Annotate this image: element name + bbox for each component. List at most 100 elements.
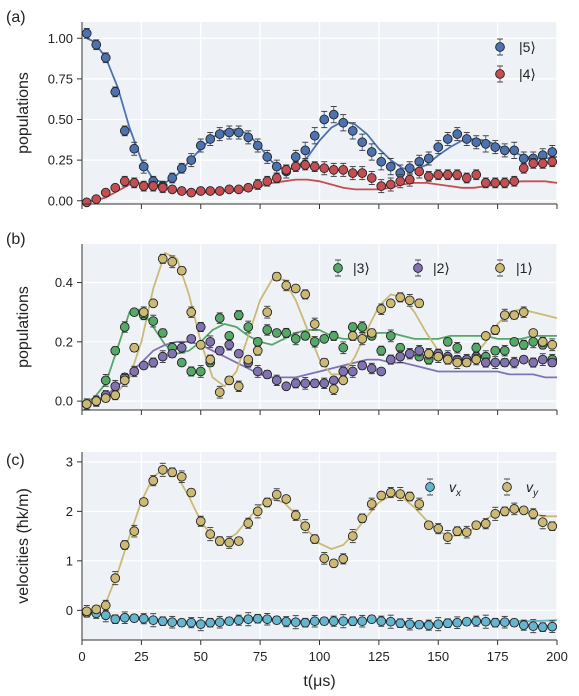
- data-point: [233, 184, 244, 195]
- data-point: [138, 360, 149, 371]
- data-point: [309, 130, 320, 141]
- data-point: [547, 147, 558, 157]
- data-point: [509, 310, 520, 320]
- data-point: [110, 381, 121, 392]
- data-point: [176, 163, 187, 174]
- data-point: [433, 523, 444, 534]
- data-point: [347, 531, 358, 541]
- data-point: [471, 520, 482, 531]
- data-point: [309, 319, 320, 329]
- data-point: [176, 357, 187, 368]
- data-point: [309, 161, 320, 172]
- data-point: [528, 158, 539, 169]
- data-point: [138, 307, 149, 318]
- data-point: [328, 616, 339, 627]
- data-point: [300, 331, 311, 341]
- data-point: [395, 618, 406, 629]
- series-1: [81, 462, 558, 618]
- fit-curve: [86, 308, 557, 402]
- data-point: [357, 334, 368, 344]
- data-point: [290, 161, 301, 172]
- data-point: [347, 168, 358, 178]
- data-point: [290, 334, 301, 344]
- data-point: [395, 489, 406, 499]
- data-point: [252, 336, 263, 347]
- data-point: [281, 165, 292, 175]
- data-point: [224, 616, 235, 627]
- data-point: [119, 322, 130, 332]
- data-point: [509, 336, 520, 347]
- data-point: [205, 134, 216, 144]
- data-point: [547, 357, 558, 368]
- data-point: [499, 506, 510, 517]
- data-point: [404, 163, 415, 174]
- data-point: [224, 331, 235, 341]
- data-point: [110, 390, 121, 401]
- data-point: [328, 384, 339, 395]
- panel-b: 0.0 0.2 0.4 |3⟩ |2⟩ |1⟩ (b) populations: [6, 231, 558, 415]
- data-point: [376, 345, 387, 356]
- data-point: [233, 127, 244, 138]
- data-point: [148, 615, 159, 626]
- y-axis-label: populations: [15, 286, 32, 368]
- data-point: [205, 186, 216, 196]
- data-point: [404, 174, 415, 185]
- data-point: [528, 508, 539, 519]
- data-point: [129, 366, 140, 377]
- data-point: [100, 52, 111, 63]
- legend-label: |2⟩: [433, 260, 450, 276]
- data-point: [404, 619, 415, 630]
- data-point: [176, 617, 187, 628]
- data-point: [186, 187, 197, 198]
- data-point: [499, 178, 510, 188]
- data-point: [328, 165, 339, 175]
- data-point: [91, 194, 102, 204]
- data-point: [214, 536, 225, 546]
- data-point: [357, 137, 368, 148]
- data-point: [271, 615, 282, 626]
- data-point: [138, 181, 149, 191]
- data-point: [528, 621, 539, 631]
- data-point: [357, 322, 368, 332]
- x-tick-label: 75: [253, 649, 267, 664]
- data-point: [262, 325, 273, 335]
- data-point: [442, 532, 453, 542]
- data-point: [300, 289, 311, 300]
- data-point: [167, 184, 178, 195]
- data-point: [461, 527, 472, 537]
- data-point: [176, 265, 187, 276]
- data-point: [176, 342, 187, 353]
- data-point: [214, 617, 225, 628]
- data-point: [138, 613, 149, 624]
- series-0: [81, 28, 558, 192]
- data-point: [129, 307, 140, 318]
- data-point: [252, 140, 263, 151]
- legend-label: |5⟩: [519, 39, 536, 55]
- data-point: [347, 366, 358, 377]
- data-point: [385, 161, 396, 172]
- data-point: [480, 178, 491, 188]
- legend-label: |4⟩: [519, 66, 536, 82]
- data-point: [414, 166, 425, 177]
- data-point: [129, 342, 140, 353]
- data-point: [167, 617, 178, 628]
- panel-a: 0.00 0.25 0.50 0.75 1.00 |5⟩ |4⟩ (a) populations: [6, 9, 558, 209]
- data-point: [309, 534, 320, 544]
- series-2: [81, 253, 558, 409]
- data-point: [319, 553, 330, 564]
- data-point: [423, 153, 434, 164]
- x-tick-label: 25: [134, 649, 148, 664]
- data-point: [110, 345, 121, 356]
- data-point: [414, 298, 425, 309]
- data-point: [319, 114, 330, 125]
- data-point: [300, 378, 311, 389]
- data-point: [423, 171, 434, 182]
- data-point: [214, 313, 225, 323]
- data-point: [309, 616, 320, 627]
- data-point: [509, 145, 520, 156]
- data-point: [537, 158, 548, 169]
- data-point: [157, 253, 168, 264]
- data-point: [499, 345, 510, 356]
- data-point: [271, 489, 282, 500]
